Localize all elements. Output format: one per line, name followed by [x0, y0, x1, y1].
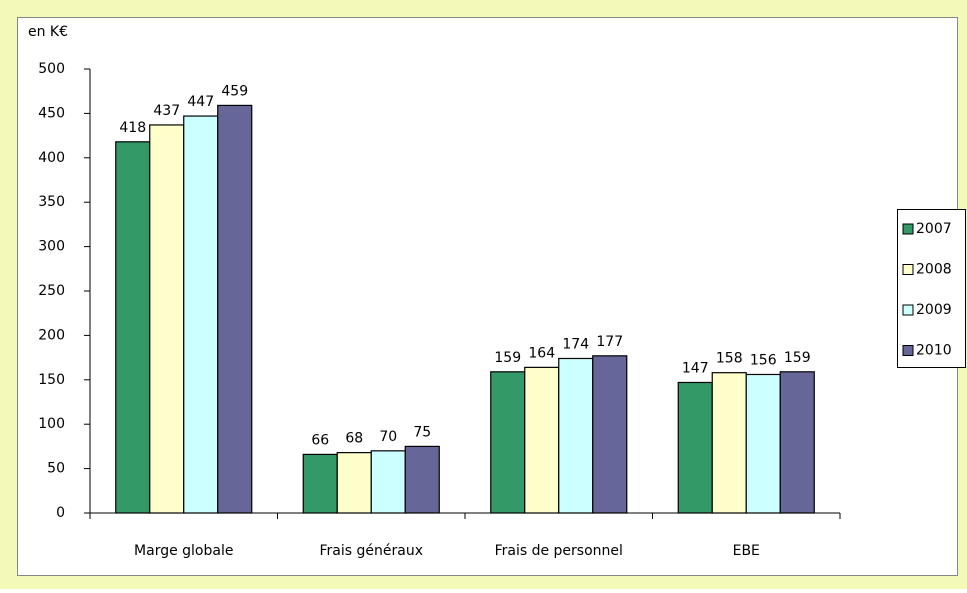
value-label: 66 [311, 432, 329, 448]
legend-swatch [902, 304, 914, 316]
y-tick-label: 200 [38, 327, 65, 343]
y-tick-label: 0 [56, 505, 65, 521]
value-label: 70 [379, 429, 397, 445]
bar [592, 355, 628, 514]
legend-swatch [902, 345, 914, 356]
x-tick-label: Marge globale [134, 543, 233, 559]
value-label: 159 [494, 350, 521, 366]
y-tick-label: 150 [38, 372, 65, 388]
bar [370, 450, 406, 514]
value-label: 68 [345, 431, 363, 447]
value-label: 437 [153, 103, 180, 119]
bar [558, 357, 594, 514]
y-axis-label: en K€ [28, 24, 68, 40]
legend [897, 209, 966, 368]
legend-swatch [902, 264, 914, 275]
value-label: 156 [750, 352, 777, 368]
y-tick-label: 300 [38, 239, 65, 255]
y-tick-label: 400 [38, 150, 65, 166]
bar [336, 452, 372, 514]
x-tick-label: EBE [733, 543, 760, 559]
y-tick-label: 250 [38, 283, 65, 299]
y-tick-label: 50 [47, 461, 65, 477]
bar [711, 372, 747, 514]
value-label: 418 [119, 120, 146, 136]
y-tick-label: 100 [38, 416, 65, 432]
value-label: 447 [187, 94, 214, 110]
value-label: 174 [562, 336, 589, 352]
legend-label: 2007 [916, 221, 952, 237]
value-label: 159 [784, 350, 811, 366]
legend-label: 2010 [916, 343, 952, 359]
bar [677, 381, 713, 514]
bar [183, 115, 219, 514]
bar [524, 366, 560, 514]
y-tick-label: 500 [38, 61, 65, 77]
value-label: 158 [716, 351, 743, 367]
bar [490, 371, 526, 514]
legend-swatch [902, 223, 914, 235]
value-label: 75 [413, 424, 431, 440]
bar [115, 141, 151, 514]
legend-label: 2008 [916, 262, 952, 278]
value-label: 177 [596, 334, 623, 350]
y-tick-label: 350 [38, 194, 65, 210]
value-label: 147 [682, 360, 709, 376]
y-tick-label: 450 [38, 105, 65, 121]
x-tick-label: Frais de personnel [495, 543, 623, 559]
x-tick-label: Frais généraux [320, 543, 423, 559]
bar [302, 453, 338, 514]
legend-label: 2009 [916, 302, 952, 318]
bar [404, 445, 440, 514]
value-label: 459 [221, 83, 248, 99]
bar [217, 104, 253, 514]
bar [779, 371, 815, 514]
bar [149, 124, 185, 514]
value-label: 164 [528, 345, 555, 361]
bar [745, 373, 781, 514]
